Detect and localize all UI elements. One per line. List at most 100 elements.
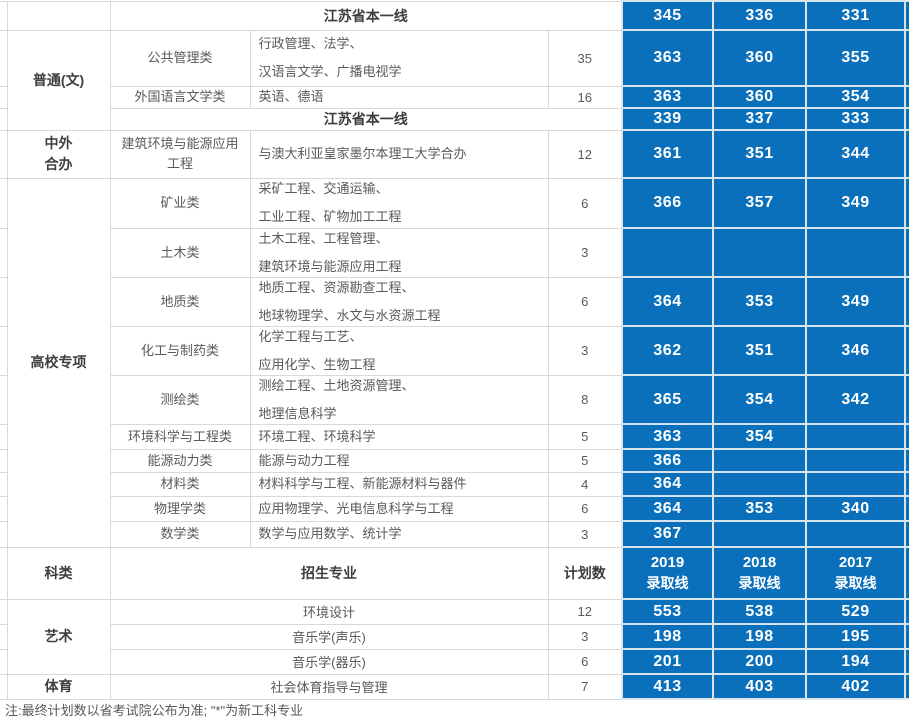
majors-cell: 能源与动力工程 [249, 448, 549, 473]
cutoff-blue-edge [904, 129, 909, 179]
group-label-yishu: 艺术 [6, 598, 111, 675]
cutoff-blue-edge [904, 0, 909, 31]
plan-count-cell: 3 [547, 227, 623, 278]
majors-cell: 环境工程、环境科学 [249, 423, 549, 450]
cutoff-edge-cell [0, 448, 8, 473]
cutoff-blue-edge [904, 495, 909, 522]
group-label-line: 合办 [44, 156, 73, 172]
score-2017: 346 [805, 325, 906, 376]
cutoff-blue-edge [904, 623, 909, 650]
footer-row: 注:最终计划数以省考试院公布为准; "*"为新工科专业 [0, 698, 909, 719]
majors-line: 应用化学、生物工程 [258, 356, 376, 372]
score-2019: 553 [621, 598, 714, 625]
majors-line: 地质工程、资源勘查工程、 [258, 279, 415, 295]
category-cell: 化工与制药类 [109, 325, 251, 376]
score-2018 [712, 227, 807, 278]
score-2019: 363 [621, 85, 714, 109]
cutoff-blue-edge [904, 276, 909, 327]
majors-line: 行政管理、法学、 [258, 36, 363, 51]
cutoff-edge-cell [0, 598, 8, 625]
score-2018 [712, 471, 807, 497]
cutoff-edge-cell [0, 423, 8, 450]
plan-count-cell: 35 [547, 29, 623, 87]
score-2018: 538 [712, 598, 807, 625]
majors-line: 测绘工程、土地资源管理、 [258, 377, 415, 393]
score-2018: 200 [712, 648, 807, 675]
cutoff-edge-cell [0, 29, 8, 87]
majors-line: 采矿工程、交通运输、 [258, 181, 389, 196]
year-caption: 录取线 [834, 575, 877, 591]
cutoff-blue-edge [904, 107, 909, 131]
table-row: 普通(文) 公共管理类 行政管理、法学、 汉语言文学、广播电视学 35 363 … [0, 29, 909, 131]
score-2018: 336 [712, 0, 807, 31]
year-value: 2018 [742, 554, 777, 571]
header-plan-count: 计划数 [547, 546, 623, 600]
cutoff-edge-cell [0, 107, 8, 131]
majors-line: 数学与应用数学、统计学 [258, 526, 402, 541]
category-cell: 测绘类 [109, 374, 251, 425]
cutoff-edge-cell [0, 471, 8, 497]
score-2017: 333 [805, 107, 906, 131]
majors-line: 建筑环境与能源应用工程 [258, 258, 402, 274]
score-2019: 201 [621, 648, 714, 675]
score-2018: 351 [712, 325, 807, 376]
score-2019: 363 [621, 423, 714, 450]
score-2017 [805, 448, 906, 473]
majors-line: 工业工程、矿物加工工程 [258, 209, 402, 224]
score-2019: 364 [621, 276, 714, 327]
score-2019: 361 [621, 129, 714, 179]
cutoff-blue-edge [904, 648, 909, 675]
table-row: 数学类 数学与应用数学、统计学 3 367 [0, 520, 909, 548]
score-2019: 366 [621, 177, 714, 229]
plan-count-cell: 6 [547, 276, 623, 327]
cutoff-blue-edge [904, 448, 909, 473]
category-cell: 地质类 [109, 276, 251, 327]
plan-count-cell: 3 [547, 623, 623, 650]
table-row: 江苏省本一线 345 336 331 [0, 0, 909, 31]
score-2017: 529 [805, 598, 906, 625]
group-label-line: 中外 [44, 135, 73, 151]
score-2017: 194 [805, 648, 906, 675]
score-2017 [805, 471, 906, 497]
category-cell: 外国语言文学类 [109, 85, 251, 109]
footer-note: 注:最终计划数以省考试院公布为准; "*"为新工科专业 [0, 698, 909, 719]
score-2018: 354 [712, 374, 807, 425]
category-cell: 能源动力类 [109, 448, 251, 473]
score-2018: 198 [712, 623, 807, 650]
majors-line: 地理信息科学 [258, 405, 337, 421]
header-row: 科类 招生专业 计划数 2019 录取线 2018 录取线 2017 录取线 [0, 546, 909, 600]
group-label-wen: 普通(文) [6, 29, 111, 131]
cutoff-blue-edge [904, 374, 909, 425]
cutoff-edge-cell [0, 0, 8, 31]
score-2017: 349 [805, 276, 906, 327]
score-2019: 364 [621, 471, 714, 497]
benyixian-label: 江苏省本一线 [109, 107, 623, 131]
score-2018: 351 [712, 129, 807, 179]
category-cell: 环境科学与工程类 [109, 423, 251, 450]
score-2017: 344 [805, 129, 906, 179]
category-cell: 矿业类 [109, 177, 251, 229]
majors-cell: 土木工程、工程管理、 建筑环境与能源应用工程 [249, 227, 549, 278]
score-2019: 198 [621, 623, 714, 650]
majors-line: 环境工程、环境科学 [258, 428, 376, 444]
cutoff-blue-edge [904, 227, 909, 278]
plan-count-cell: 8 [547, 374, 623, 425]
cutoff-blue-edge [904, 423, 909, 450]
majors-cell: 与澳大利亚皇家墨尔本理工大学合办 [249, 129, 549, 179]
score-2017: 195 [805, 623, 906, 650]
table-row: 艺术 环境设计 12 553 538 529 [0, 598, 909, 675]
plan-count-cell: 6 [547, 495, 623, 522]
cutoff-edge-cell [0, 85, 8, 109]
plan-count-cell: 16 [547, 85, 623, 109]
cutoff-edge-cell [0, 623, 8, 650]
cutoff-blue-edge [904, 520, 909, 548]
plan-count-cell: 12 [547, 598, 623, 625]
cutoff-edge-cell [0, 227, 8, 278]
category-cell: 物理学类 [109, 495, 251, 522]
table-row: 音乐学(器乐) 6 201 200 194 [0, 648, 909, 675]
group-label-zhongwai: 中外 合办 [6, 129, 111, 179]
score-2017: 331 [805, 0, 906, 31]
cutoff-edge-cell [0, 546, 8, 600]
plan-count-cell: 3 [547, 325, 623, 376]
majors-cell: 音乐学(声乐) [109, 623, 549, 650]
